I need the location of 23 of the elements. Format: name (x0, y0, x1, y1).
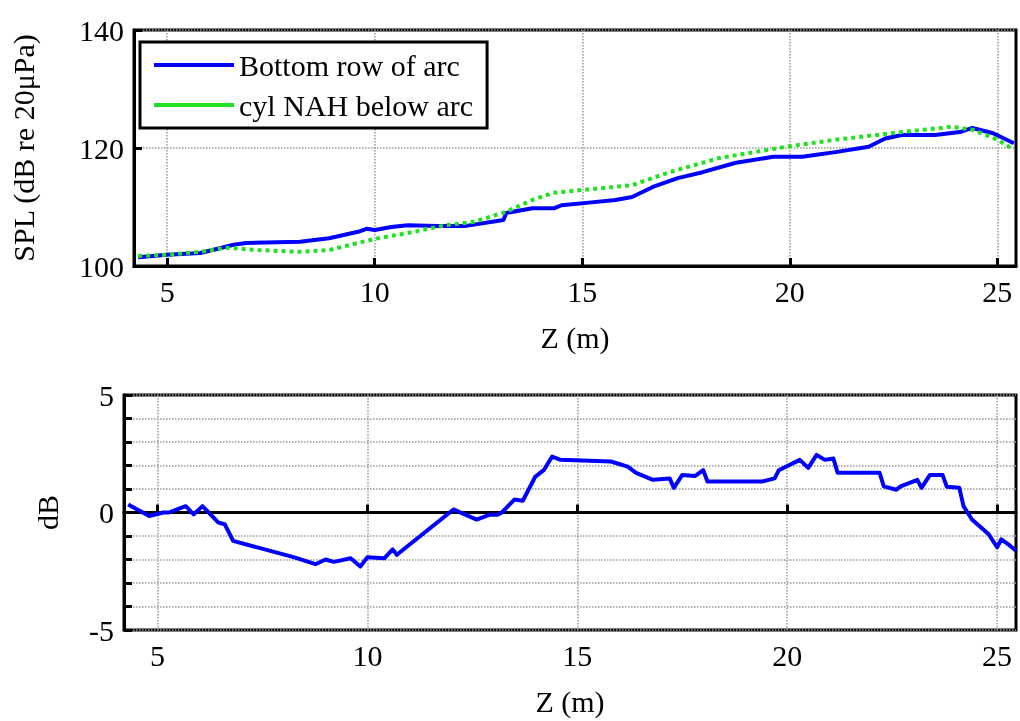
y-axis-title: dB (30, 494, 64, 531)
y-tick-label: 120 (79, 131, 124, 165)
y-tick-label: -5 (89, 613, 114, 647)
x-axis-title: Z (m) (535, 684, 605, 719)
x-tick-label: 25 (982, 274, 1013, 308)
y-tick-label: 0 (99, 496, 114, 529)
line-series (126, 452, 1018, 569)
legend-label: cyl NAH below arc (239, 88, 474, 122)
x-axis-title: Z (m) (540, 320, 610, 355)
y-axis-title: SPL (dB re 20μPa) (6, 34, 41, 262)
x-tick-label: 20 (772, 638, 803, 672)
x-tick-label: 15 (567, 274, 598, 308)
x-tick-label: 20 (774, 274, 805, 308)
y-tick-label: 5 (99, 378, 114, 412)
x-tick-label: 25 (982, 638, 1013, 672)
x-tick-label: 15 (562, 638, 593, 672)
x-tick-label: 10 (359, 274, 390, 308)
y-tick-label: 140 (79, 13, 124, 47)
x-tick-label: 5 (150, 638, 166, 672)
y-tick-label: 100 (79, 249, 124, 283)
x-tick-label: 10 (352, 638, 383, 672)
x-tick-label: 5 (159, 274, 175, 308)
legend-label: Bottom row of arc (239, 48, 460, 82)
